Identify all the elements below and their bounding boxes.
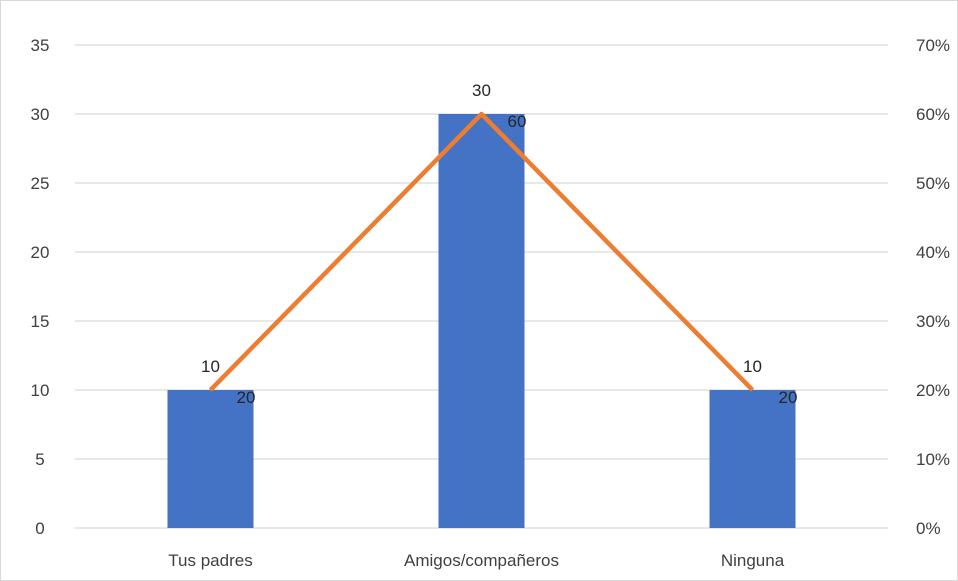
left-y-axis: 0 5 10 15 20 25 30 35: [31, 36, 50, 538]
right-tick-label: 60%: [916, 105, 950, 124]
line-series-path: [208, 111, 755, 392]
right-tick-label: 20%: [916, 381, 950, 400]
right-tick-label: 0%: [916, 519, 941, 538]
bar-data-label: 30: [472, 81, 491, 100]
right-tick-label: 10%: [916, 450, 950, 469]
left-tick-label: 15: [31, 312, 50, 331]
line-series: [208, 111, 755, 392]
category-label: Ninguna: [721, 551, 785, 570]
right-tick-label: 30%: [916, 312, 950, 331]
bar-data-label: 10: [743, 357, 762, 376]
bar: [167, 390, 254, 528]
left-tick-label: 10: [31, 381, 50, 400]
left-tick-label: 35: [31, 36, 50, 55]
line-data-label: 20: [779, 388, 798, 407]
right-tick-label: 40%: [916, 243, 950, 262]
left-tick-label: 30: [31, 105, 50, 124]
left-tick-label: 5: [35, 450, 44, 469]
left-tick-label: 25: [31, 174, 50, 193]
bar-series: [167, 114, 796, 528]
right-y-axis: 0% 10% 20% 30% 40% 50% 60% 70%: [916, 36, 950, 538]
category-label: Amigos/compañeros: [404, 551, 559, 570]
x-axis-categories: Tus padres Amigos/compañeros Ninguna: [168, 551, 784, 570]
data-labels: 10 30 10 20 60 20: [201, 81, 797, 407]
bar-data-label: 10: [201, 357, 220, 376]
right-tick-label: 70%: [916, 36, 950, 55]
bar: [709, 390, 796, 528]
right-tick-label: 50%: [916, 174, 950, 193]
left-tick-label: 0: [35, 519, 44, 538]
line-data-label: 60: [508, 112, 527, 131]
line-data-label: 20: [237, 388, 256, 407]
left-tick-label: 20: [31, 243, 50, 262]
category-label: Tus padres: [168, 551, 252, 570]
bar: [438, 114, 525, 528]
